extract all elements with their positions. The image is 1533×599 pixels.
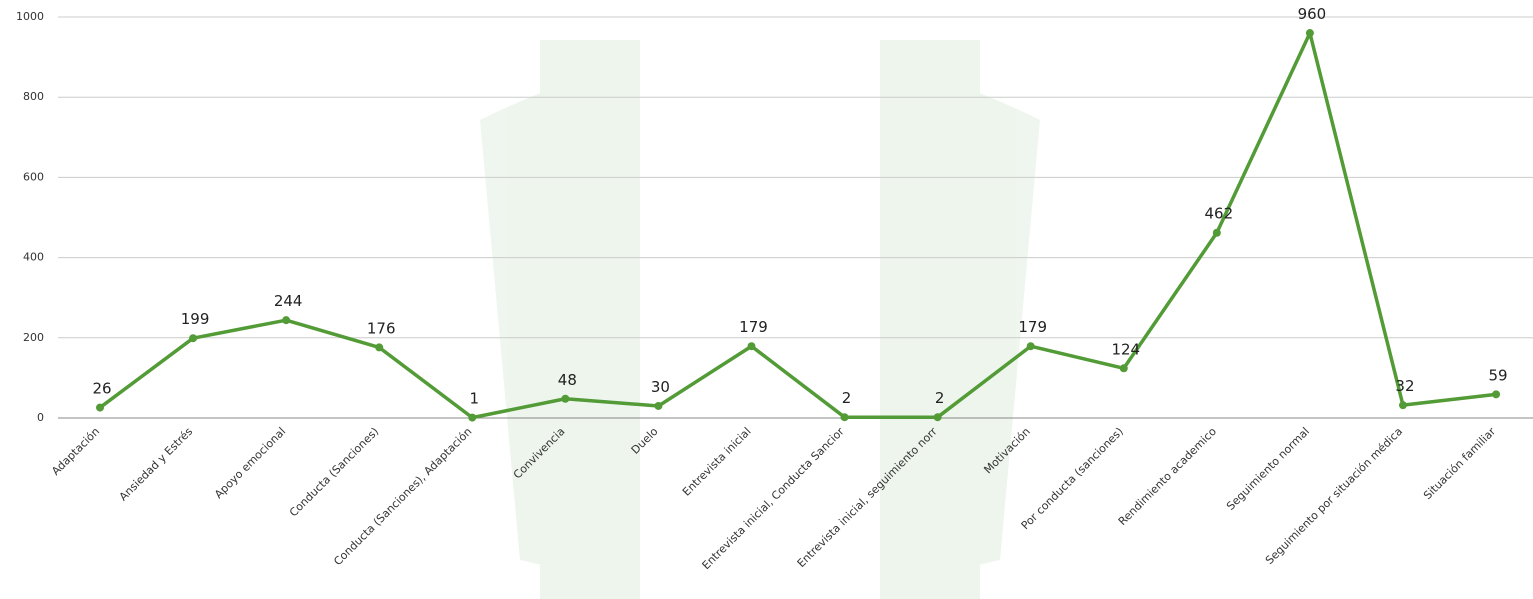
y-tick-label: 0: [37, 411, 44, 424]
value-label: 179: [739, 318, 768, 336]
x-tick-label: Ansiedad y Estrés: [117, 425, 196, 504]
value-label: 59: [1489, 366, 1508, 384]
value-label: 244: [274, 292, 303, 310]
point: [1119, 364, 1128, 373]
value-label: 48: [558, 371, 577, 389]
point: [654, 401, 663, 410]
y-tick-label: 800: [23, 90, 44, 103]
point: [96, 403, 104, 412]
point: [561, 394, 570, 403]
x-tick-label: Conducta (Sanciones): [287, 425, 381, 519]
point: [1492, 390, 1501, 399]
y-tick-label: 1000: [16, 10, 44, 23]
value-label: 2: [842, 389, 852, 407]
point: [840, 413, 849, 422]
point: [1212, 228, 1221, 237]
value-label: 199: [181, 310, 210, 328]
y-tick-label: 200: [23, 331, 44, 344]
value-label: 1: [470, 390, 480, 408]
value-label: 2: [935, 389, 945, 407]
value-label: 32: [1395, 377, 1414, 395]
point: [1026, 342, 1035, 351]
point: [189, 334, 198, 343]
point: [468, 413, 477, 422]
watermark: [480, 40, 1040, 599]
x-tick-label: Adaptación: [49, 425, 102, 478]
x-tick-label: Apoyo emocional: [212, 425, 288, 501]
x-tick-label: Por conducta (sanciones): [1019, 425, 1126, 532]
value-label: 30: [651, 378, 670, 396]
point: [282, 316, 291, 325]
value-label: 124: [1111, 340, 1140, 358]
x-tick-label: Situación familiar: [1421, 425, 1499, 503]
point: [933, 413, 942, 422]
value-label: 176: [367, 319, 396, 337]
line: [98, 31, 1497, 420]
point: [1398, 401, 1407, 410]
y-tick-label: 600: [23, 170, 44, 183]
point: [747, 342, 756, 351]
x-tick-label: Seguimiento normal: [1224, 425, 1312, 513]
x-tick-label: Rendimiento academico: [1116, 425, 1219, 528]
value-label: 26: [92, 380, 111, 398]
value-label: 462: [1205, 205, 1234, 223]
point: [1305, 29, 1314, 38]
value-label: 179: [1018, 318, 1047, 336]
y-tick-label: 400: [23, 251, 44, 264]
point: [375, 343, 384, 352]
value-label: 960: [1298, 5, 1327, 23]
